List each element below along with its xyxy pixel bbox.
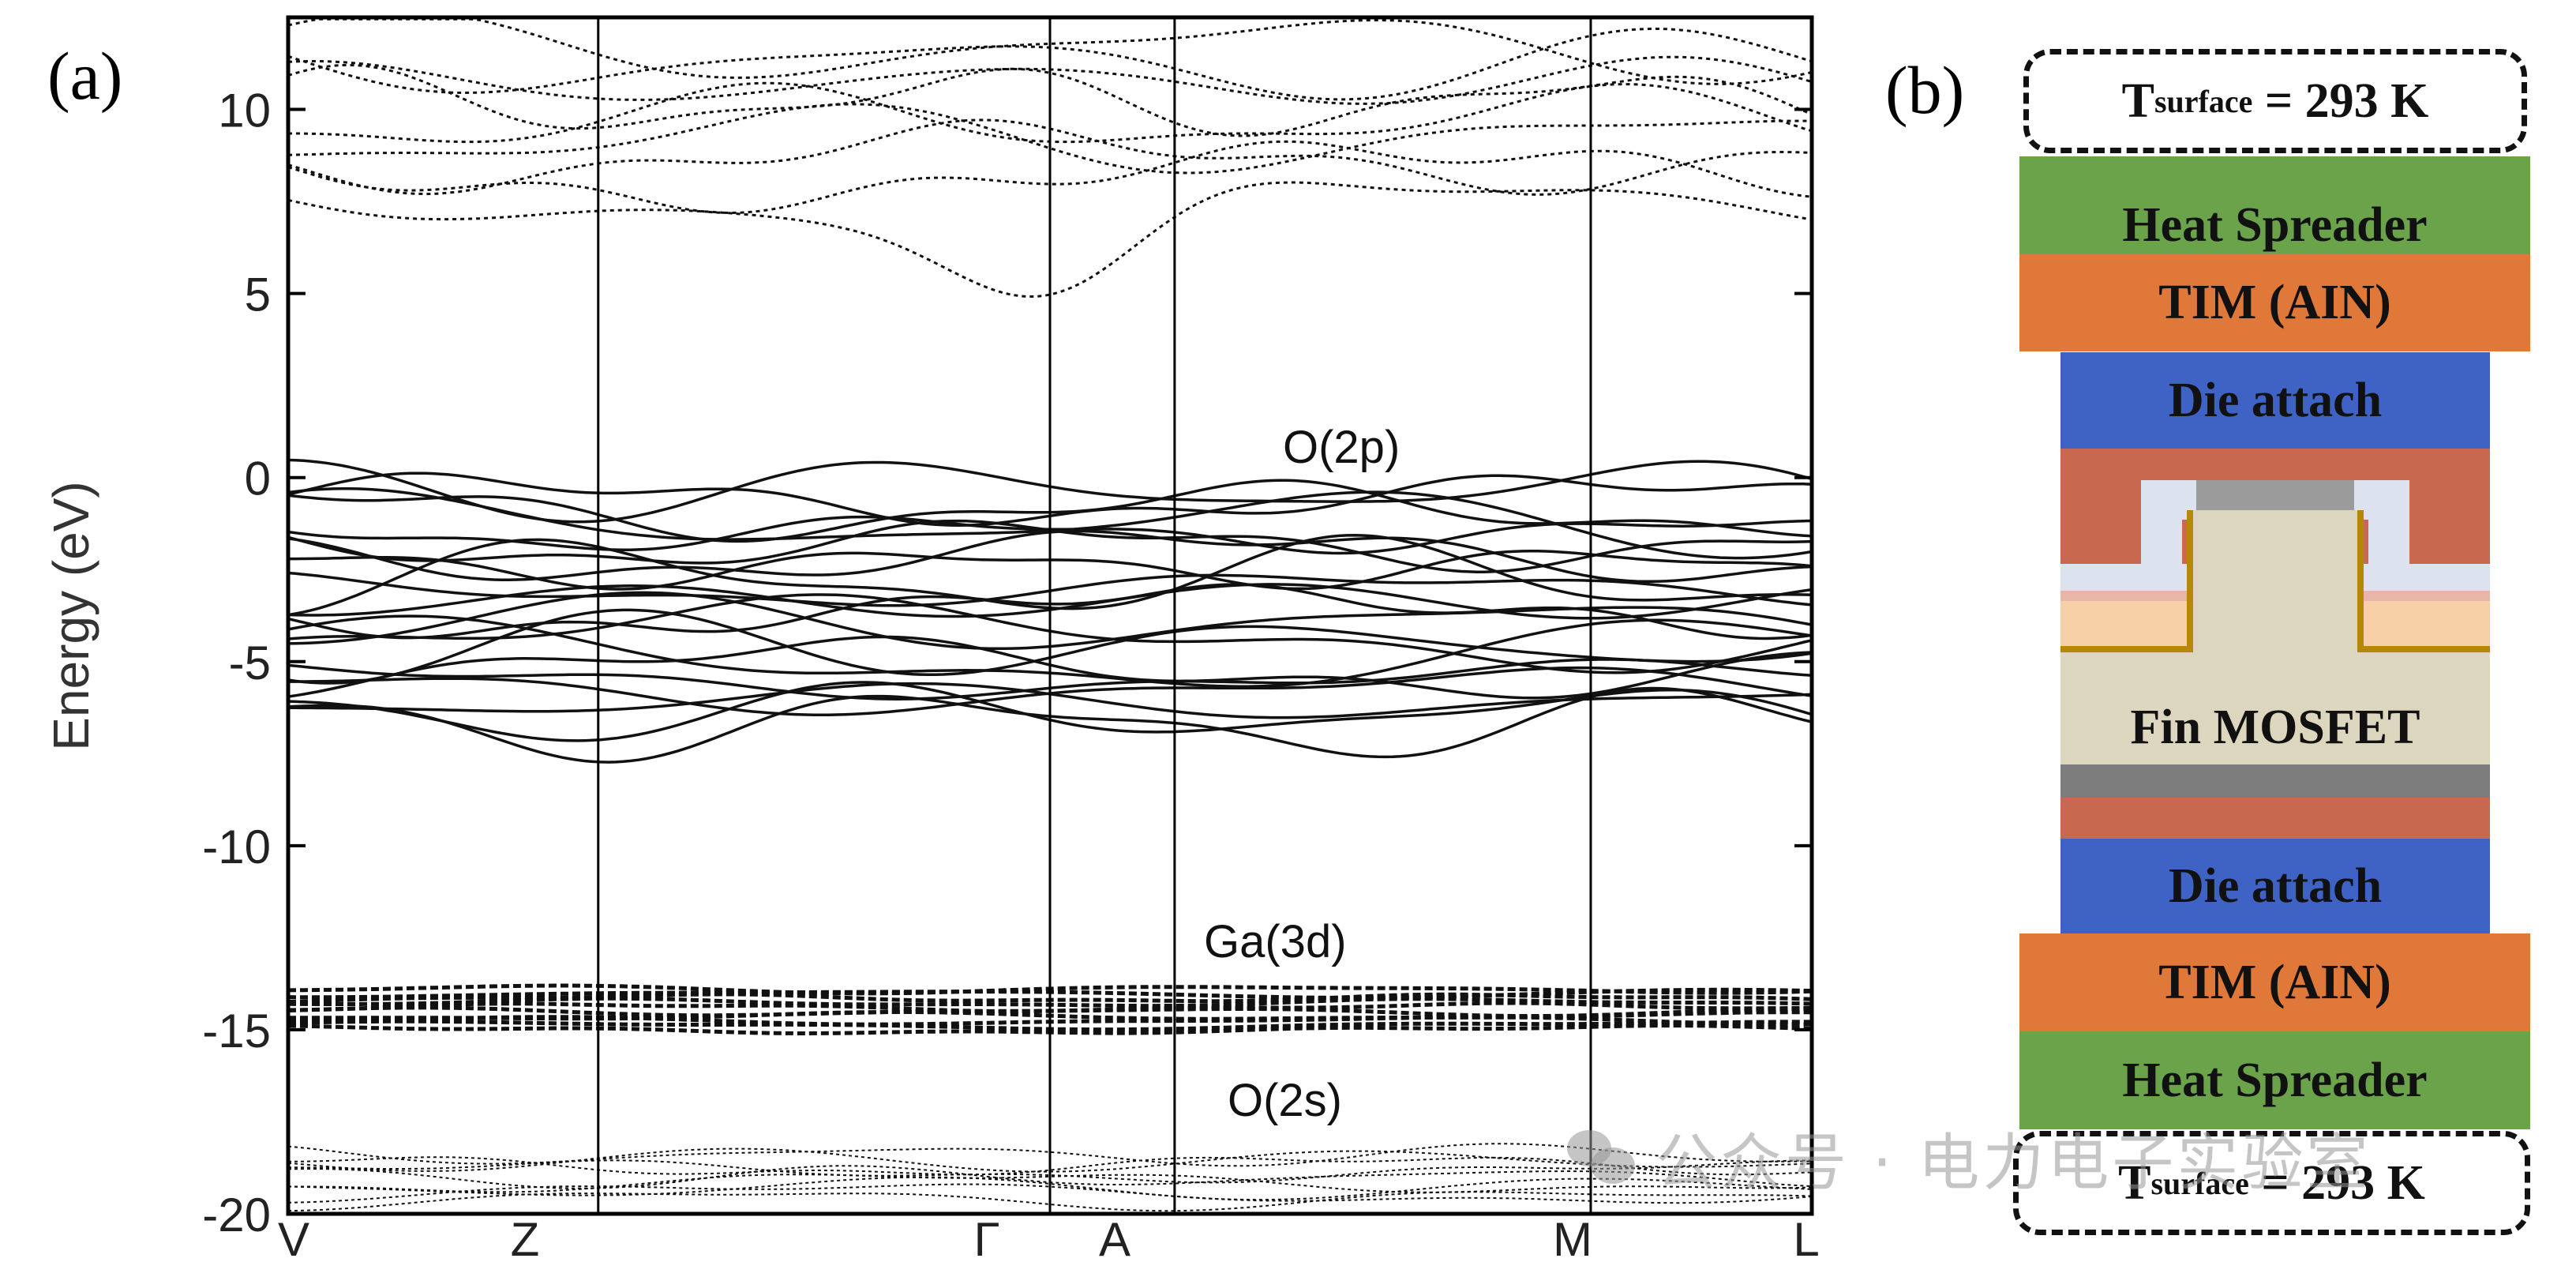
fin-mosfet-label: Fin MOSFET [2130,700,2420,754]
tim-top-label: TIM (AIN) [2158,276,2391,329]
ytick-label: 5 [245,269,271,321]
die-attach-top: Die attach [2060,352,2490,449]
ytick-label: 0 [245,453,271,505]
band-o2s [287,1176,1813,1201]
watermark: 公众号 · 电力电子实验室 [1567,1114,2371,1202]
band-o2s [287,1143,1813,1167]
kpoint-label-m: M [1553,1213,1592,1262]
fin-mosfet: Fin MOSFET [2060,449,2490,839]
die-attach-top-label: Die attach [2168,373,2383,427]
tim-bottom-label: TIM (AIN) [2158,955,2391,1009]
watermark-text: 公众号 · 电力电子实验室 [1655,1128,2372,1199]
y-ticks: 10 5 0 -5 -10 -15 -20 [202,85,1812,1241]
wechat-icon [1567,1130,1635,1185]
kpoint-label-l: L [1793,1213,1819,1262]
tim-top: TIM (AIN) [2019,254,2530,351]
band-o2s [287,1147,1813,1173]
conduction-band [287,103,1813,175]
annotation-ga3d: Ga(3d) [1204,916,1347,967]
kpoint-label-z: Z [511,1213,540,1262]
top-surface-t: T [2121,73,2154,128]
heat-spreader-top-label: Heat Spreader [2122,197,2428,252]
kpoint-label-v: V [278,1213,309,1262]
conduction-band [287,181,1813,298]
ytick-label: -20 [202,1189,271,1241]
bottom-surface-t: T [2118,1155,2151,1210]
ytick-label: 10 [218,85,271,137]
top-surface-value: = 293 K [2252,73,2429,128]
heat-spreader-bottom: Heat Spreader [2019,1031,2530,1129]
y-axis-label: Energy (eV) [43,481,99,750]
kpoint-label-a: A [1099,1213,1131,1262]
tim-bottom: TIM (AIN) [2019,933,2530,1031]
annotation-o2p: O(2p) [1283,422,1400,473]
k-point-labels: V Z Γ A M L [278,1213,1820,1262]
kpoint-gridlines [597,17,1592,1214]
heat-spreader-bottom-label: Heat Spreader [2122,1053,2428,1107]
band-o2s [288,1174,1813,1193]
annotation-o2s: O(2s) [1228,1075,1342,1126]
die-attach-bottom: Die attach [2060,839,2490,933]
die-attach-bottom-label: Die attach [2168,858,2383,913]
plot-frame [286,15,1814,1216]
top-surface-sub: surface [2154,83,2253,119]
panel-b-label: (b) [1885,52,1965,128]
ytick-label: -10 [202,821,271,873]
heat-spreader-top: Heat Spreader [2019,156,2530,256]
fin-mosfet-drawing [2060,449,2490,839]
panel-a-label: (a) [47,38,123,114]
kpoint-label-gamma: Γ [973,1213,999,1262]
bottom-surface-value: = 293 K [2248,1155,2425,1210]
ytick-label: -15 [202,1005,271,1057]
conduction-band [287,63,1813,137]
band-o2s [287,1191,1813,1212]
ytick-label: -5 [229,637,271,689]
bottom-surface-sub: surface [2150,1165,2249,1201]
